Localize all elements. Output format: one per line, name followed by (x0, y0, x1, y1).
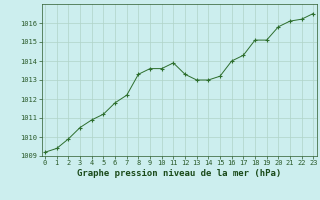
X-axis label: Graphe pression niveau de la mer (hPa): Graphe pression niveau de la mer (hPa) (77, 169, 281, 178)
